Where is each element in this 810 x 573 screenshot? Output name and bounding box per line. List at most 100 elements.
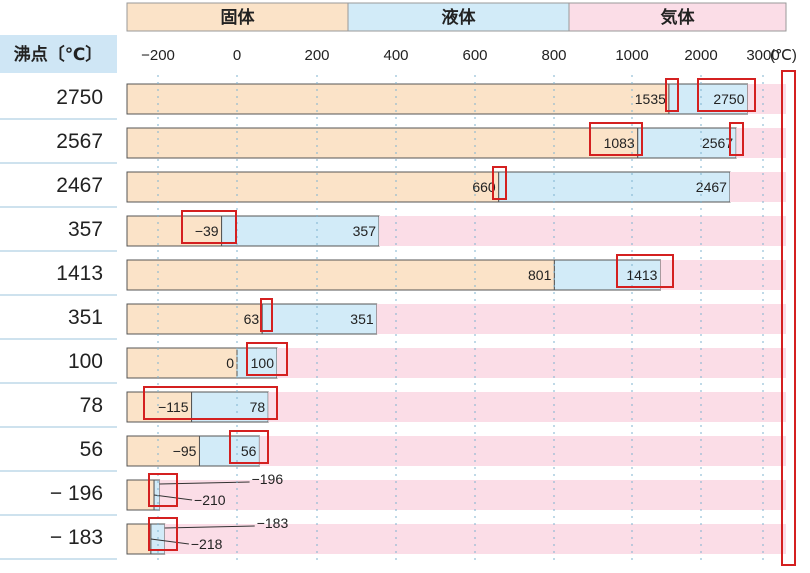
row-label-2: 2467 <box>56 174 103 197</box>
highlight-box-1 <box>697 78 756 112</box>
gas-bar-2 <box>729 172 786 202</box>
x-tick-label-1: 0 <box>233 47 241 64</box>
gas-bar-9 <box>159 480 786 510</box>
boiling-label-6: 100 <box>251 355 275 371</box>
highlight-box-5 <box>181 210 237 244</box>
x-tick-label-5: 800 <box>541 47 566 64</box>
row-label-10: − 183 <box>50 526 103 549</box>
gas-bar-5 <box>376 304 786 334</box>
solid-bar-6 <box>126 347 238 379</box>
row-label-4: 1413 <box>56 262 103 285</box>
row-label-6: 100 <box>68 350 103 373</box>
highlight-box-12 <box>148 517 178 551</box>
gas-bar-7 <box>268 392 786 422</box>
highlight-box-10 <box>229 430 269 464</box>
melting-label-1: 1083 <box>604 135 635 151</box>
liquid-bar-3 <box>221 215 380 247</box>
melting-label-3: −39 <box>195 223 219 239</box>
gas-bar-8 <box>259 436 786 466</box>
gas-bar-4 <box>660 260 786 290</box>
row-label-cell-4 <box>0 252 117 294</box>
boiling-label-9: −196 <box>252 471 284 487</box>
x-tick-label-6: 1000 <box>615 47 648 64</box>
phase-band-1 <box>347 2 570 32</box>
row-label-cell-1 <box>0 120 117 162</box>
row-header-label: 沸点〔℃〕 <box>14 44 103 65</box>
x-tick-label-7: 2000 <box>684 47 717 64</box>
boiling-label-2: 2467 <box>696 179 727 195</box>
boiling-label-4: 1413 <box>626 267 657 283</box>
row-header-bg <box>0 35 117 73</box>
solid-bar-2 <box>126 171 500 203</box>
phase-band-2 <box>568 2 787 32</box>
phase-label-0: 固体 <box>221 7 256 28</box>
row-label-cell-2 <box>0 164 117 206</box>
highlight-box-0 <box>665 78 679 112</box>
liquid-bar-7 <box>191 391 269 423</box>
solid-bar-5 <box>126 303 263 335</box>
melting-leader-10 <box>150 538 189 545</box>
row-label-cell-7 <box>0 384 117 426</box>
liquid-bar-5 <box>261 303 378 335</box>
solid-bar-3 <box>126 215 223 247</box>
solid-bar-1 <box>126 127 639 159</box>
row-label-5: 351 <box>68 306 103 329</box>
solid-bar-0 <box>126 83 670 115</box>
x-tick-label-8: 3000 <box>746 47 779 64</box>
boiling-label-8: 56 <box>241 443 257 459</box>
row-label-cell-8 <box>0 428 117 470</box>
liquid-bar-6 <box>236 347 278 379</box>
row-label-cell-9 <box>0 472 117 514</box>
melting-label-2: 660 <box>472 179 496 195</box>
highlight-box-9 <box>143 386 278 420</box>
phase-band-0 <box>126 2 349 32</box>
row-label-0: 2750 <box>56 86 103 109</box>
x-unit-label: (℃) <box>770 47 797 64</box>
row-label-8: 56 <box>80 438 103 461</box>
boiling-leader-9 <box>159 481 250 485</box>
highlight-frame-right <box>781 70 796 566</box>
gas-bar-6 <box>277 348 786 378</box>
row-label-cell-3 <box>0 208 117 250</box>
boiling-leader-10 <box>164 525 255 529</box>
row-label-3: 357 <box>68 218 103 241</box>
solid-bar-8 <box>126 435 200 467</box>
boiling-label-5: 351 <box>350 311 374 327</box>
melting-label-7: −115 <box>158 399 189 415</box>
gas-bar-1 <box>736 128 786 158</box>
solid-bar-7 <box>126 391 193 423</box>
row-label-cell-10 <box>0 516 117 558</box>
highlight-box-6 <box>616 254 674 288</box>
highlight-box-4 <box>492 166 507 200</box>
row-label-1: 2567 <box>56 130 103 153</box>
melting-label-10: −218 <box>191 536 223 552</box>
x-tick-label-4: 600 <box>462 47 487 64</box>
boiling-label-0: 2750 <box>713 91 744 107</box>
phase-label-1: 液体 <box>442 7 477 28</box>
x-tick-label-2: 200 <box>304 47 329 64</box>
gas-bar-3 <box>379 216 786 246</box>
boiling-label-1: 2567 <box>702 135 733 151</box>
phase-label-2: 気体 <box>660 7 696 28</box>
melting-leader-9 <box>153 494 193 501</box>
row-label-cell-0 <box>0 76 117 118</box>
gas-bar-0 <box>747 84 786 114</box>
row-label-cell-6 <box>0 340 117 382</box>
liquid-bar-4 <box>553 259 661 291</box>
melting-label-4: 801 <box>528 267 552 283</box>
x-tick-label-0: −200 <box>141 47 175 64</box>
highlight-box-2 <box>589 122 643 156</box>
liquid-bar-0 <box>668 83 748 115</box>
melting-label-0: 1535 <box>635 91 666 107</box>
melting-label-9: −210 <box>194 492 226 508</box>
highlight-box-7 <box>260 298 273 332</box>
boiling-label-7: 78 <box>250 399 266 415</box>
boiling-label-10: −183 <box>257 515 289 531</box>
row-label-7: 78 <box>80 394 103 417</box>
highlight-box-3 <box>729 122 744 156</box>
row-label-cell-5 <box>0 296 117 338</box>
x-tick-label-3: 400 <box>383 47 408 64</box>
highlight-box-8 <box>246 342 288 376</box>
